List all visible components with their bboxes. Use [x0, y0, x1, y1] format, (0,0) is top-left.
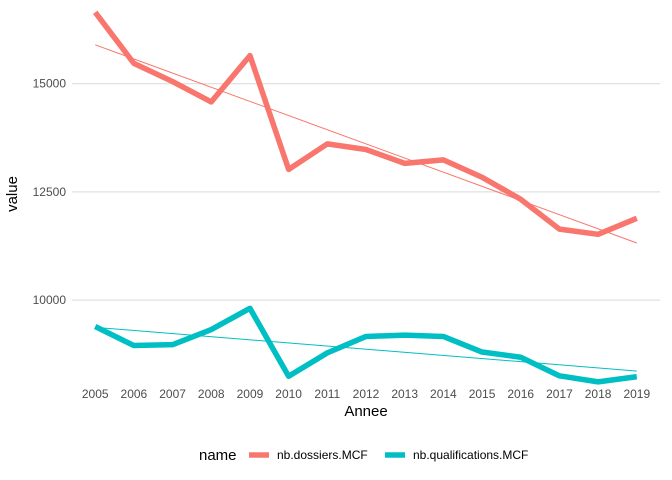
- y-tick-label: 10000: [33, 293, 67, 307]
- x-tick-label: 2006: [121, 387, 148, 401]
- x-tick-label: 2009: [237, 387, 264, 401]
- x-tick-label: 2016: [507, 387, 534, 401]
- x-axis-title: Annee: [344, 403, 387, 420]
- legend: name nb.dossiers.MCF nb.qualifications.MC…: [199, 447, 528, 464]
- legend-label: nb.qualifications.MCF: [413, 448, 528, 462]
- y-axis-title: value: [4, 176, 21, 212]
- y-tick-label: 15000: [33, 77, 67, 91]
- x-tick-label: 2018: [585, 387, 612, 401]
- x-tick-label: 2015: [469, 387, 496, 401]
- x-tick-label: 2014: [430, 387, 457, 401]
- series-line-nb.qualifications.MCF: [93, 305, 638, 385]
- grid-lines: [72, 83, 660, 301]
- series-line-nb.dossiers.MCF: [93, 10, 638, 238]
- y-tick-labels: 10000 12500 15000: [33, 77, 67, 307]
- x-tick-label: 2013: [391, 387, 418, 401]
- legend-title: name: [199, 447, 237, 464]
- x-tick-label: 2019: [623, 387, 650, 401]
- x-tick-label: 2010: [275, 387, 302, 401]
- x-tick-labels: 2005 2006 2007 2008 2009 2010 2011 2012 2013 2014…: [82, 387, 651, 401]
- legend-label: nb.dossiers.MCF: [277, 448, 368, 462]
- trend-line-nb.qualifications.MCF: [95, 326, 637, 372]
- x-tick-label: 2011: [314, 387, 340, 401]
- x-tick-label: 2008: [198, 387, 225, 401]
- series-lines: [93, 10, 638, 385]
- x-tick-label: 2012: [353, 387, 380, 401]
- x-tick-label: 2017: [546, 387, 573, 401]
- x-tick-label: 2007: [159, 387, 186, 401]
- x-tick-label: 2005: [82, 387, 109, 401]
- y-tick-label: 12500: [33, 185, 67, 199]
- trend-lines: [95, 44, 637, 372]
- trend-line-nb.dossiers.MCF: [95, 44, 637, 244]
